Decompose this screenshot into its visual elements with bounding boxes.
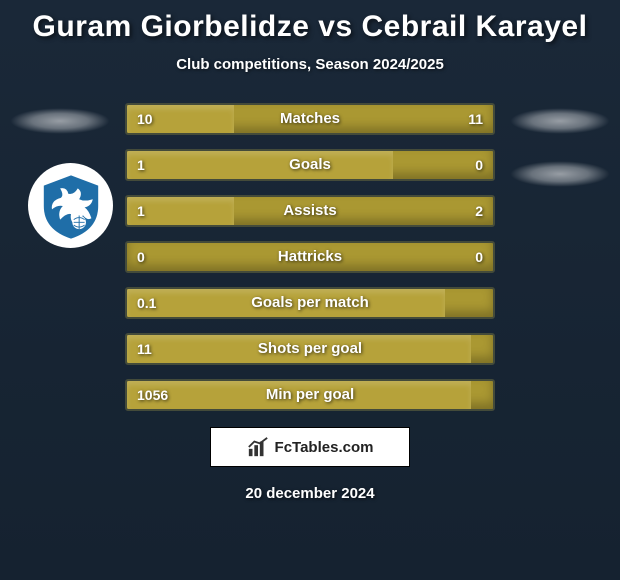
date-text: 20 december 2024 xyxy=(0,485,620,502)
page-title: Guram Giorbelidze vs Cebrail Karayel xyxy=(0,0,620,44)
stat-value-right: 11 xyxy=(468,103,483,135)
stats-list: 10Matches111Goals01Assists20Hattricks00.… xyxy=(125,103,495,411)
chart-icon xyxy=(247,436,269,458)
stat-row: 0.1Goals per match xyxy=(125,287,495,319)
stat-value-right: 0 xyxy=(475,241,483,273)
comparison-container: 10Matches111Goals01Assists20Hattricks00.… xyxy=(0,103,620,411)
stat-label: Shots per goal xyxy=(125,333,495,365)
stat-label: Assists xyxy=(125,195,495,227)
stat-row: 1056Min per goal xyxy=(125,379,495,411)
club-badge xyxy=(28,163,113,248)
glow-left-1 xyxy=(10,108,110,134)
glow-right-1 xyxy=(510,108,610,134)
stat-row: 1Assists2 xyxy=(125,195,495,227)
stat-label: Matches xyxy=(125,103,495,135)
stat-value-right: 0 xyxy=(475,149,483,181)
branding-box: FcTables.com xyxy=(210,427,410,467)
stat-label: Min per goal xyxy=(125,379,495,411)
branding-text: FcTables.com xyxy=(275,439,374,456)
stat-row: 10Matches11 xyxy=(125,103,495,135)
stat-label: Goals xyxy=(125,149,495,181)
stat-value-right: 2 xyxy=(475,195,483,227)
stat-row: 11Shots per goal xyxy=(125,333,495,365)
glow-right-2 xyxy=(510,161,610,187)
stat-label: Goals per match xyxy=(125,287,495,319)
stat-row: 1Goals0 xyxy=(125,149,495,181)
stat-row: 0Hattricks0 xyxy=(125,241,495,273)
subtitle: Club competitions, Season 2024/2025 xyxy=(0,56,620,73)
stat-label: Hattricks xyxy=(125,241,495,273)
shield-icon xyxy=(37,172,105,240)
